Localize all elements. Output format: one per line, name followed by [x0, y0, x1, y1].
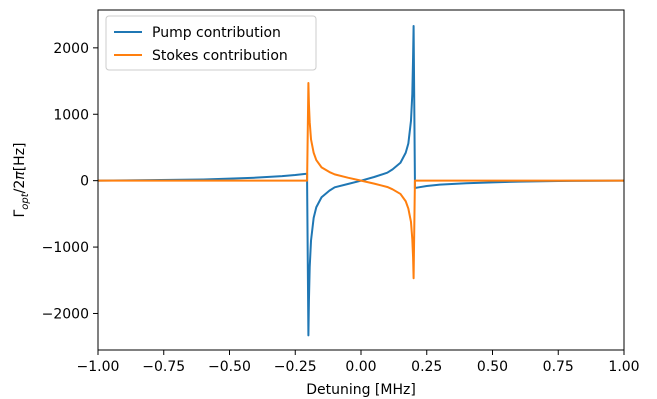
legend-label: Stokes contribution: [152, 48, 288, 64]
y-tick-label: −2000: [42, 306, 89, 322]
y-label-slash: /2: [12, 180, 28, 194]
y-axis-ticks: −2000 −1000 0 1000 2000: [42, 41, 98, 322]
legend-box: [105, 15, 317, 71]
series-line-stokes: [98, 82, 624, 280]
x-tick-label: −1.00: [77, 359, 120, 375]
legend: Pump contribution Stokes contribution: [105, 15, 317, 71]
x-tick-label: 0.50: [477, 359, 508, 375]
series-line-pump: [98, 24, 624, 337]
y-tick-label: 2000: [53, 41, 89, 57]
y-tick-label: 1000: [53, 107, 89, 123]
y-tick-label: −1000: [42, 240, 89, 256]
y-label-units: [Hz]: [12, 142, 28, 171]
x-tick-label: −0.50: [208, 359, 251, 375]
x-axis-label: Detuning [MHz]: [306, 382, 416, 398]
x-tick-label: −0.25: [274, 359, 317, 375]
legend-label: Pump contribution: [152, 25, 281, 41]
y-tick-label: 0: [80, 174, 89, 190]
y-label-gamma: Γ: [12, 210, 28, 218]
x-tick-label: 0.00: [345, 359, 376, 375]
x-tick-label: −0.75: [142, 359, 185, 375]
series-layer: [98, 24, 624, 337]
x-tick-label: 0.25: [411, 359, 442, 375]
y-label-subscript: opt: [20, 192, 31, 209]
x-tick-label: 1.00: [608, 359, 639, 375]
y-label-pi: π: [12, 171, 28, 180]
x-tick-label: 0.75: [543, 359, 574, 375]
y-axis-label: Γopt/2π[Hz]: [12, 142, 31, 217]
x-axis-ticks: −1.00 −0.75 −0.50 −0.25 0.00 0.25 0.50 0.75 1.00: [77, 350, 640, 375]
